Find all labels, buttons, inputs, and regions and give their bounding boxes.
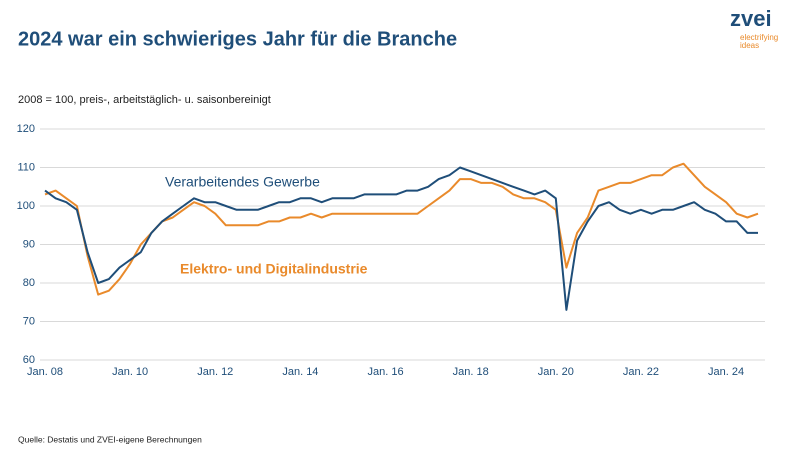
y-tick-label: 100 <box>17 200 35 212</box>
chart-title: 2024 war ein schwieriges Jahr für die Br… <box>18 28 457 50</box>
x-tick-label: Jan. 20 <box>538 366 574 378</box>
y-tick-label: 80 <box>23 277 35 289</box>
source: Quelle: Destatis und ZVEI-eigene Berechn… <box>18 434 202 444</box>
y-tick-label: 90 <box>23 238 35 250</box>
x-tick-label: Jan. 18 <box>453 366 489 378</box>
x-tick-label: Jan. 16 <box>367 366 403 378</box>
series-label: Verarbeitendes Gewerbe <box>165 174 320 190</box>
logo-tagline: electrifying <box>740 33 778 42</box>
line <box>44 166 758 311</box>
series-label: Elektro- und Digitalindustrie <box>180 261 368 277</box>
subtitle: 2008 = 100, preis-, arbeitstäglich- u. s… <box>18 94 271 106</box>
x-tick-label: Jan. 22 <box>623 366 659 378</box>
x-tick-label: Jan. 10 <box>112 366 148 378</box>
x-tick-label: Jan. 08 <box>27 366 63 378</box>
x-tick-label: Jan. 24 <box>708 366 744 378</box>
y-tick-label: 60 <box>23 354 35 366</box>
line <box>44 162 759 296</box>
logo-tagline: ideas <box>740 41 759 50</box>
y-tick-label: 120 <box>17 123 35 135</box>
y-tick-label: 110 <box>17 161 35 173</box>
x-tick-label: Jan. 14 <box>282 366 318 378</box>
y-tick-label: 70 <box>23 315 35 327</box>
logo-name: zvei <box>730 6 772 31</box>
x-tick-label: Jan. 12 <box>197 366 233 378</box>
